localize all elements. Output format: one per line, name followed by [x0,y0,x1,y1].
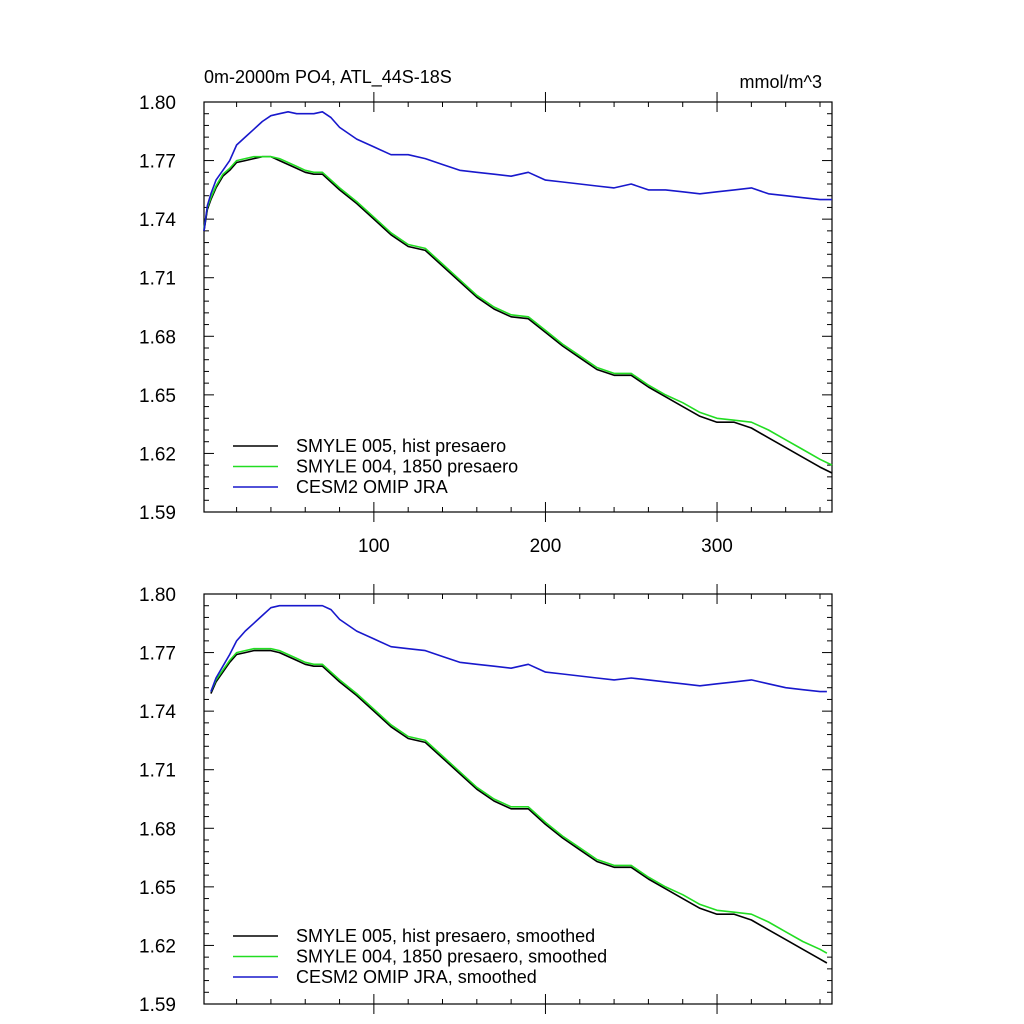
y-tick-label: 1.74 [139,210,176,231]
y-tick-label: 1.68 [139,327,176,348]
x-tick-label: 100 [358,536,390,557]
series-line-3 [210,604,827,693]
plot-frame [203,593,833,1005]
y-tick-label: 1.80 [139,93,176,114]
y-tick-label: 1.68 [139,819,176,840]
x-tick-label: 200 [530,536,562,557]
legend-label: CESM2 OMIP JRA [296,477,448,497]
chart-panel-1: 1.59 1.62 1.65 1.68 1.71 1.74 1.77 1.80 100 200 30… [139,67,833,557]
chart-title: 0m-2000m PO4, ATL_44S-18S [204,67,452,88]
y-tick-label: 1.62 [139,444,176,465]
legend-label: SMYLE 004, 1850 presaero, smoothed [296,947,607,967]
x-tick-label: 300 [701,536,733,557]
legend-label: SMYLE 004, 1850 presaero [296,457,518,477]
y-tick-label: 1.65 [139,386,176,407]
y-tick-label: 1.80 [139,585,176,606]
legend-label: CESM2 OMIP JRA, smoothed [296,967,537,987]
y-tick-label: 1.77 [139,152,176,173]
series-line-1 [210,649,828,964]
y-tick-label: 1.65 [139,878,176,899]
chart-panel-2: 1.59 1.62 1.65 1.68 1.71 1.74 1.77 1.80 SMYLE 00… [139,584,833,1016]
legend-label: SMYLE 005, hist presaero, smoothed [296,926,595,946]
chart-units: mmol/m^3 [740,72,822,92]
series-line-2 [210,647,828,954]
y-tick-label: 1.77 [139,644,176,665]
y-tick-label: 1.62 [139,936,176,957]
legend-label: SMYLE 005, hist presaero [296,436,506,456]
y-tick-label: 1.59 [139,503,176,524]
y-tick-label: 1.59 [139,995,176,1016]
series-line-2 [203,155,833,466]
plot-frame [203,101,833,513]
y-tick-label: 1.71 [139,761,176,782]
series-line-1 [203,155,833,474]
y-tick-label: 1.71 [139,269,176,290]
y-tick-label: 1.74 [139,702,176,723]
series-line-3 [203,111,832,232]
